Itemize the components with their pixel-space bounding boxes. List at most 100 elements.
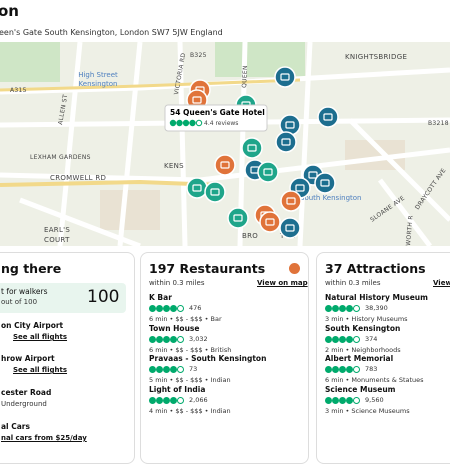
bubble [149, 396, 156, 404]
bubble [163, 305, 170, 312]
map-pin [259, 211, 281, 233]
bubble [177, 335, 184, 343]
view-link[interactable]: View on map [257, 279, 308, 287]
map-pin [214, 154, 236, 176]
bubble [325, 366, 332, 373]
map-label: LEXHAM GARDENS [30, 154, 91, 161]
card-distance: within 0.3 miles [325, 279, 381, 287]
bubble [339, 366, 346, 373]
transport-name: hrow Airport [1, 354, 55, 363]
item-name: South Kensington [325, 323, 401, 333]
map-label: COURT [44, 236, 70, 244]
bubble [346, 305, 353, 312]
pin-icon [263, 168, 273, 176]
item-name: Albert Memorial [325, 354, 394, 363]
bubble [353, 305, 360, 312]
card-title: 37 Attractions [325, 261, 426, 276]
pin-icon [280, 73, 290, 81]
map-pin [279, 217, 301, 239]
score-label: t for walkers [1, 287, 48, 296]
item-details: 6 min • $$ - $$$ • British [149, 345, 232, 354]
bubble [339, 305, 346, 312]
bubble [332, 335, 339, 343]
map-pin [274, 66, 296, 88]
bubble [163, 396, 170, 404]
map-pin [204, 181, 226, 203]
popup-name: 54 Queen's Gate Hotel [170, 108, 265, 117]
map-pin [280, 190, 302, 212]
pin-icon [285, 224, 295, 232]
pin-icon [192, 96, 202, 104]
pin-icon [285, 121, 295, 129]
map-pin [275, 131, 297, 153]
item-name: Natural History Museum [325, 293, 428, 302]
map-pin [186, 177, 208, 199]
transport-link[interactable]: nal cars from $25/day [1, 434, 87, 442]
rating-bubbles [149, 396, 184, 404]
bubble [176, 119, 183, 127]
map-label: CROMWELL RD [50, 174, 106, 182]
map-label: B325 [190, 52, 207, 59]
transport-detail: Underground [1, 400, 47, 408]
item-name: Pravaas - South Kensington [149, 354, 267, 363]
rating-bubbles [325, 305, 360, 312]
bubble [170, 366, 177, 373]
bubble [339, 396, 346, 404]
transport-name: on City Airport [1, 321, 64, 330]
bubble [163, 335, 170, 343]
item-reviews: 374 [365, 334, 378, 343]
rating-bubbles [325, 396, 360, 404]
title: on [0, 2, 19, 20]
bubble [149, 366, 156, 373]
rating-bubbles [149, 305, 184, 312]
bubble [325, 335, 332, 343]
rating-bubbles [325, 366, 360, 373]
pin-icon [295, 184, 305, 192]
bubble [353, 335, 360, 343]
bubble [170, 396, 177, 404]
bubble [182, 119, 190, 127]
bubble [149, 305, 156, 312]
pin-icon [308, 171, 318, 179]
map-label: KENS [164, 162, 184, 170]
transport-link[interactable]: See all flights [13, 333, 68, 341]
bubble [149, 335, 156, 343]
bubble [346, 396, 353, 404]
map-pin [317, 106, 339, 128]
map-label: Kensington [79, 80, 118, 88]
map-label: BRO [242, 232, 258, 240]
item-details: 3 min • Science Museums [325, 406, 410, 415]
item-reviews: 2,066 [189, 395, 208, 404]
pin-icon [320, 179, 330, 187]
card-title: ng there [1, 261, 62, 276]
pin-icon [323, 113, 333, 121]
item-name: Light of India [149, 384, 206, 394]
item-name: Town House [149, 323, 200, 333]
restaurants-card: 197 Restaurants within 0.3 miles View on m… [140, 252, 309, 464]
rating-bubbles [149, 335, 184, 343]
map-label: A315 [10, 87, 27, 94]
item-reviews: 783 [365, 365, 378, 373]
bubble [163, 366, 170, 373]
view-link[interactable]: View [433, 279, 450, 287]
bubble [156, 366, 163, 373]
item-details: 5 min • $$ - $$$ • Indian [149, 376, 231, 384]
transport-link[interactable]: See all flights [13, 366, 68, 374]
item-details: 4 min • $$ - $$$ • Indian [149, 406, 231, 415]
bubble [332, 305, 339, 312]
pin-icon [247, 144, 257, 152]
map[interactable]: B325 VICTORIA RD QUEEN KNIGHTSBRIDGE Hig… [0, 42, 450, 246]
item-reviews: 9,560 [365, 395, 384, 404]
map-label: EARL'S [44, 226, 70, 234]
attractions-card: 37 Attractions within 0.3 miles View Natura… [316, 252, 450, 464]
bubble [177, 366, 184, 373]
map-label: South Kensington [300, 194, 362, 202]
pin-icon [281, 138, 291, 146]
bubble [325, 396, 332, 404]
bubble [353, 366, 360, 373]
pin-icon [265, 218, 275, 226]
card-distance: within 0.3 miles [149, 279, 205, 287]
bubble [177, 396, 184, 404]
pin-icon [220, 161, 230, 169]
